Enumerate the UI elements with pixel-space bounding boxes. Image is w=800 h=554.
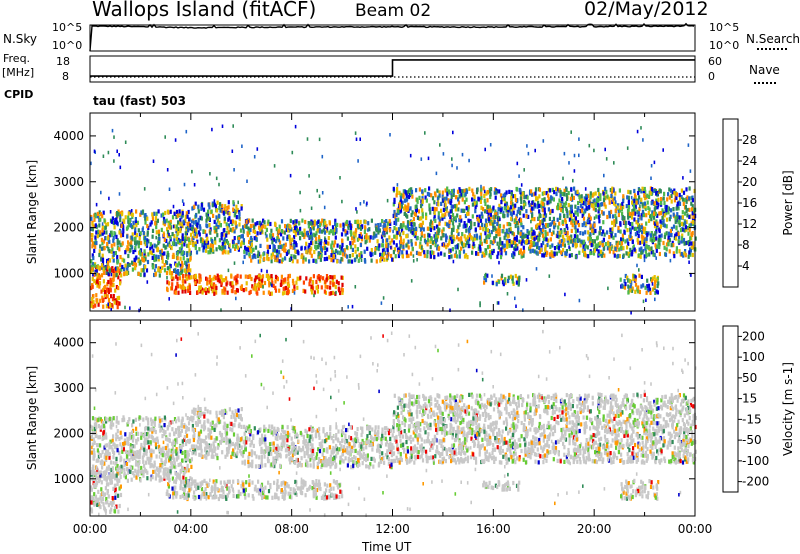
- power-panel-colorbar-label-5: 24: [742, 154, 757, 168]
- x-tick-label-2: 08:00: [274, 522, 309, 536]
- beam-title: Beam 02: [355, 1, 432, 21]
- velocity-panel-ytick-label-2: 3000: [53, 381, 84, 395]
- power-panel-colorbar-label-0: 4: [742, 259, 750, 273]
- velocity-panel-colorbar-label-1: 100: [742, 350, 765, 364]
- cpid-value: tau (fast) 503: [93, 94, 186, 108]
- power-panel-colorbar-title: Power [dB]: [781, 170, 795, 235]
- noise-tick-left-top: 10^5: [52, 21, 83, 34]
- velocity-panel-ytick-label-0: 1000: [53, 472, 84, 486]
- freq-tick-bottom: 8: [62, 70, 69, 83]
- power-panel-colorbar-label-1: 8: [742, 238, 750, 252]
- noise-tick-left-bottom: 10^0: [52, 39, 83, 52]
- noise-left-label: N.Sky: [3, 32, 38, 46]
- freq-tick-top: 18: [56, 55, 70, 68]
- power-panel-colorbar-label-4: 20: [742, 175, 757, 189]
- station-title: Wallops Island (fitACF): [92, 0, 317, 21]
- power-panel-colorbar-frame: [722, 118, 739, 288]
- power-panel-ytick-label-1: 2000: [53, 221, 84, 235]
- power-panel-colorbar-label-6: 28: [742, 133, 757, 147]
- noise-tick-right-top: 10^5: [709, 21, 740, 34]
- freq-unit-label: [MHz]: [2, 66, 35, 79]
- velocity-panel-ytick-label-3: 4000: [53, 336, 84, 350]
- x-axis-title: Time UT: [362, 540, 412, 554]
- x-tick-label-1: 04:00: [174, 522, 209, 536]
- velocity-panel-colorbar-label-2: 50: [742, 371, 757, 385]
- nsearch-dotted-legend: [757, 48, 787, 50]
- power-panel-cells: [90, 124, 697, 315]
- freq-panel-frame: [89, 55, 696, 83]
- power-panel-colorbar-label-2: 12: [742, 217, 757, 231]
- freq-label: Freq.: [3, 52, 31, 65]
- noise-tick-right-bottom: 10^0: [709, 39, 740, 52]
- power-panel-ytick-label-2: 3000: [53, 175, 84, 189]
- power-panel-ytick-label-0: 1000: [53, 266, 84, 280]
- velocity-panel-colorbar-label-4: -15: [742, 412, 762, 426]
- cpid-label: CPID: [4, 88, 34, 101]
- x-tick-label-0: 00:00: [73, 522, 108, 536]
- velocity-panel-colorbar-label-6: -100: [742, 454, 769, 468]
- power-panel-ylabel: Slant Range [km]: [25, 160, 39, 264]
- nave-tick-bottom: 0: [708, 70, 715, 83]
- x-tick-label-6: 00:00: [678, 522, 713, 536]
- noise-panel-frame: [89, 24, 696, 52]
- freq-series-line: [90, 59, 695, 77]
- velocity-panel-ytick-label-1: 2000: [53, 426, 84, 440]
- velocity-panel-colorbar-label-3: 15: [742, 392, 757, 406]
- nave-label: Nave: [749, 63, 780, 77]
- power-panel-ytick-label-3: 4000: [53, 129, 84, 143]
- noise-right-label: N.Search: [746, 32, 800, 46]
- velocity-panel-colorbar-title: Velocity [m s-1]: [781, 362, 795, 456]
- nave-tick-top: 60: [708, 55, 722, 68]
- x-tick-label-3: 12:00: [375, 522, 410, 536]
- nsky-series-line: [89, 22, 695, 52]
- velocity-panel-colorbar-frame: [722, 325, 739, 493]
- x-tick-label-4: 16:00: [476, 522, 511, 536]
- nave-dotted-legend: [754, 82, 776, 84]
- velocity-panel-colorbar-label-5: -50: [742, 433, 762, 447]
- velocity-panel-ylabel: Slant Range [km]: [25, 366, 39, 470]
- power-panel-colorbar-label-3: 16: [742, 196, 757, 210]
- date-title: 02/May/2012: [584, 0, 709, 20]
- velocity-panel-cells: [90, 329, 697, 517]
- velocity-panel-colorbar-label-7: -200: [742, 475, 769, 489]
- x-tick-label-5: 20:00: [577, 522, 612, 536]
- velocity-panel-colorbar-label-0: 200: [742, 329, 765, 343]
